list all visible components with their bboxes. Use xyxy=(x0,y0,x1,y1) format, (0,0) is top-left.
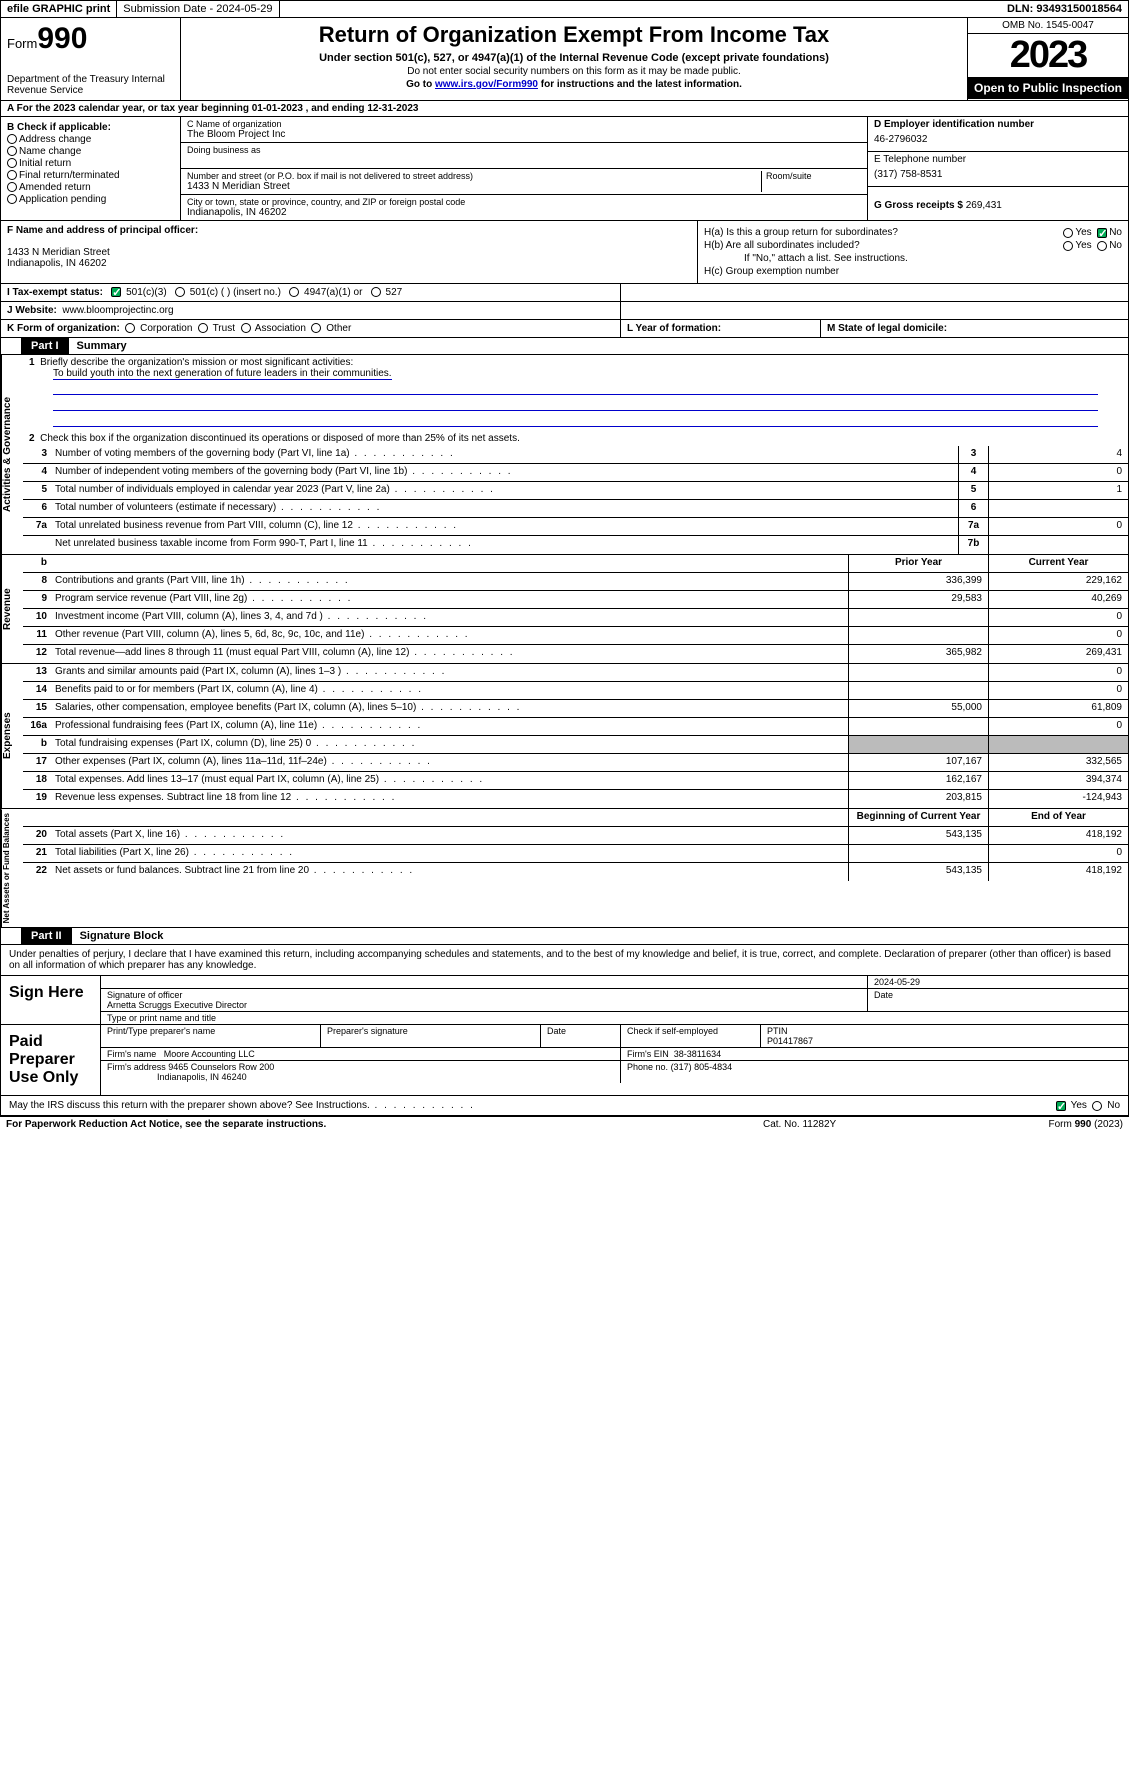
vlabel-netassets: Net Assets or Fund Balances xyxy=(1,809,23,927)
summary-row: Net unrelated business taxable income fr… xyxy=(23,536,1128,554)
summary-row: 19Revenue less expenses. Subtract line 1… xyxy=(23,790,1128,808)
summary-row: 4Number of independent voting members of… xyxy=(23,464,1128,482)
sign-here-block: Sign Here 2024-05-29 Signature of office… xyxy=(0,976,1129,1025)
part2-header: Part IISignature Block xyxy=(0,928,1129,945)
summary-expenses: Expenses 13Grants and similar amounts pa… xyxy=(0,664,1129,809)
summary-row: 21Total liabilities (Part X, line 26)0 xyxy=(23,845,1128,863)
ssn-note: Do not enter social security numbers on … xyxy=(187,66,961,77)
dept-label: Department of the Treasury Internal Reve… xyxy=(7,74,174,96)
summary-row: 14Benefits paid to or for members (Part … xyxy=(23,682,1128,700)
summary-row: 7aTotal unrelated business revenue from … xyxy=(23,518,1128,536)
col-c: C Name of organizationThe Bloom Project … xyxy=(181,117,868,220)
summary-row: 16aProfessional fundraising fees (Part I… xyxy=(23,718,1128,736)
vlabel-expenses: Expenses xyxy=(1,664,23,808)
irs-link[interactable]: www.irs.gov/Form990 xyxy=(435,79,538,90)
vlabel-revenue: Revenue xyxy=(1,555,23,663)
row-fh: F Name and address of principal officer:… xyxy=(0,221,1129,284)
col-h: H(a) Is this a group return for subordin… xyxy=(698,221,1128,283)
col-d: D Employer identification number46-27960… xyxy=(868,117,1128,220)
summary-row: 3Number of voting members of the governi… xyxy=(23,446,1128,464)
form-subtitle: Under section 501(c), 527, or 4947(a)(1)… xyxy=(187,52,961,64)
sign-here-label: Sign Here xyxy=(1,976,101,1024)
summary-row: 15Salaries, other compensation, employee… xyxy=(23,700,1128,718)
row-j: J Website: www.bloomprojectinc.org xyxy=(0,302,1129,320)
form-number: Form990 xyxy=(7,22,174,56)
summary-row: 20Total assets (Part X, line 16)543,1354… xyxy=(23,827,1128,845)
summary-row: 10Investment income (Part VIII, column (… xyxy=(23,609,1128,627)
dln: DLN: 93493150018564 xyxy=(1001,1,1128,17)
paid-preparer-block: Paid Preparer Use Only Print/Type prepar… xyxy=(0,1025,1129,1096)
form-header: Form990 Department of the Treasury Inter… xyxy=(0,18,1129,101)
summary-row: 11Other revenue (Part VIII, column (A), … xyxy=(23,627,1128,645)
summary-governance: Activities & Governance 1 Briefly descri… xyxy=(0,355,1129,555)
summary-revenue: Revenue bPrior YearCurrent Year 8Contrib… xyxy=(0,555,1129,664)
section-bcd: B Check if applicable: Address change Na… xyxy=(0,117,1129,221)
row-i: I Tax-exempt status: 501(c)(3) 501(c) ( … xyxy=(0,284,1129,302)
open-inspection: Open to Public Inspection xyxy=(968,77,1128,99)
summary-row: 22Net assets or fund balances. Subtract … xyxy=(23,863,1128,881)
col-f: F Name and address of principal officer:… xyxy=(1,221,698,283)
link-note: Go to www.irs.gov/Form990 for instructio… xyxy=(187,79,961,90)
row-klm: K Form of organization: Corporation Trus… xyxy=(0,320,1129,338)
submission-date: Submission Date - 2024-05-29 xyxy=(117,1,279,17)
discuss-row: May the IRS discuss this return with the… xyxy=(0,1096,1129,1116)
paid-preparer-label: Paid Preparer Use Only xyxy=(1,1025,101,1095)
summary-row: 9Program service revenue (Part VIII, lin… xyxy=(23,591,1128,609)
summary-row: 13Grants and similar amounts paid (Part … xyxy=(23,664,1128,682)
summary-row: 17Other expenses (Part IX, column (A), l… xyxy=(23,754,1128,772)
vlabel-governance: Activities & Governance xyxy=(1,355,23,554)
summary-row: bTotal fundraising expenses (Part IX, co… xyxy=(23,736,1128,754)
summary-row: 8Contributions and grants (Part VIII, li… xyxy=(23,573,1128,591)
summary-row: 6Total number of volunteers (estimate if… xyxy=(23,500,1128,518)
col-b: B Check if applicable: Address change Na… xyxy=(1,117,181,220)
efile-label: efile GRAPHIC print xyxy=(1,1,117,17)
row-a: A For the 2023 calendar year, or tax yea… xyxy=(0,101,1129,117)
summary-netassets: Net Assets or Fund Balances Beginning of… xyxy=(0,809,1129,928)
summary-row: 5Total number of individuals employed in… xyxy=(23,482,1128,500)
summary-row: 12Total revenue—add lines 8 through 11 (… xyxy=(23,645,1128,663)
page-footer: For Paperwork Reduction Act Notice, see … xyxy=(0,1116,1129,1132)
part1-header: Part ISummary xyxy=(0,338,1129,355)
perjury-text: Under penalties of perjury, I declare th… xyxy=(0,945,1129,976)
form-title: Return of Organization Exempt From Incom… xyxy=(187,22,961,48)
top-bar: efile GRAPHIC print Submission Date - 20… xyxy=(0,0,1129,18)
omb-number: OMB No. 1545-0047 xyxy=(968,18,1128,34)
summary-row: 18Total expenses. Add lines 13–17 (must … xyxy=(23,772,1128,790)
tax-year: 2023 xyxy=(968,34,1128,77)
